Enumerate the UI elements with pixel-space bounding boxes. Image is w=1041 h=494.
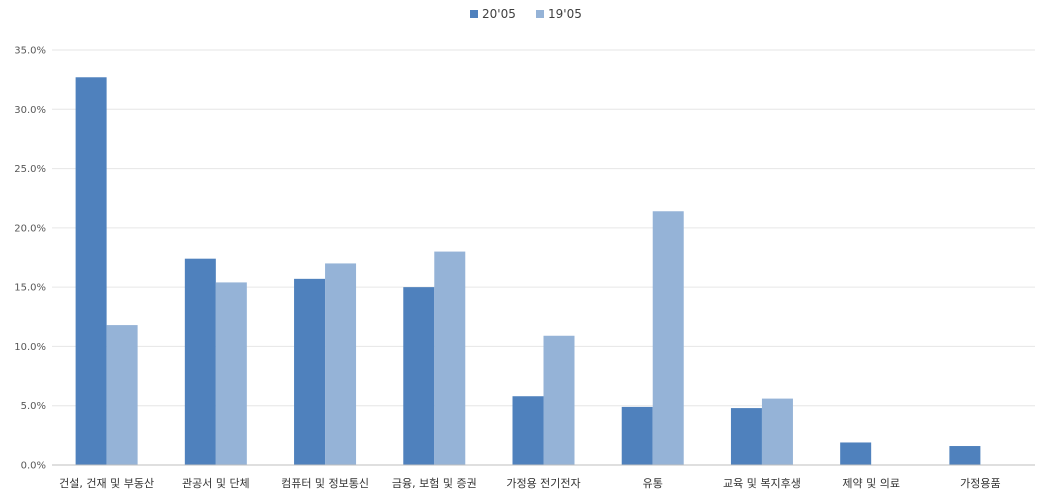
bar-series2: [215, 282, 247, 465]
x-category-label: 컴퓨터 및 정보통신: [281, 477, 369, 490]
legend-label: 20'05: [482, 7, 516, 21]
bar-series1: [294, 278, 326, 465]
x-category-label: 관공서 및 단체: [182, 477, 250, 490]
x-category-label: 건설, 건재 및 부동산: [59, 477, 154, 490]
y-tick-label: 25.0%: [14, 164, 46, 175]
bar-series1: [512, 396, 544, 465]
y-tick-label: 10.0%: [14, 342, 46, 353]
y-tick-label: 35.0%: [14, 46, 46, 57]
x-axis-category-labels: 건설, 건재 및 부동산 관공서 및 단체 컴퓨터 및 정보통신 금융, 보험 및 증…: [59, 476, 1000, 490]
bar-series1: [949, 446, 981, 465]
x-category-label: 가정용품: [960, 477, 1000, 490]
y-axis-ticks: 0.0% 5.0% 10.0% 15.0% 20.0% 25.0% 30.0% 35.0%: [14, 46, 46, 472]
bar-series2: [543, 335, 575, 465]
bars: [75, 77, 981, 466]
legend-swatch: [536, 10, 544, 18]
bar-series1: [840, 442, 872, 465]
bar-series2: [325, 263, 357, 465]
bar-series2: [761, 398, 793, 465]
bar-series1: [621, 406, 653, 465]
bar-series2: [434, 251, 466, 465]
x-category-label: 교육 및 복지후생: [723, 477, 801, 490]
y-tick-label: 5.0%: [21, 401, 46, 412]
y-tick-label: 15.0%: [14, 283, 46, 294]
bar-series1: [730, 408, 762, 465]
legend-label: 19'05: [548, 7, 582, 21]
y-tick-label: 20.0%: [14, 223, 46, 234]
x-category-label: 유통: [643, 477, 663, 490]
x-category-label: 금융, 보험 및 증권: [392, 477, 477, 490]
legend: 20'05 19'05: [470, 7, 582, 21]
bar-series1: [75, 77, 107, 466]
y-tick-label: 30.0%: [14, 105, 46, 116]
legend-swatch: [470, 10, 478, 18]
y-tick-label: 0.0%: [21, 461, 46, 472]
bar-series1: [403, 287, 435, 465]
bar-series1: [184, 258, 216, 465]
bar-series2: [106, 325, 138, 465]
x-category-label: 가정용 전기전자: [506, 477, 580, 490]
bar-series2: [652, 211, 684, 465]
x-category-label: 제약 및 의료: [842, 476, 900, 490]
